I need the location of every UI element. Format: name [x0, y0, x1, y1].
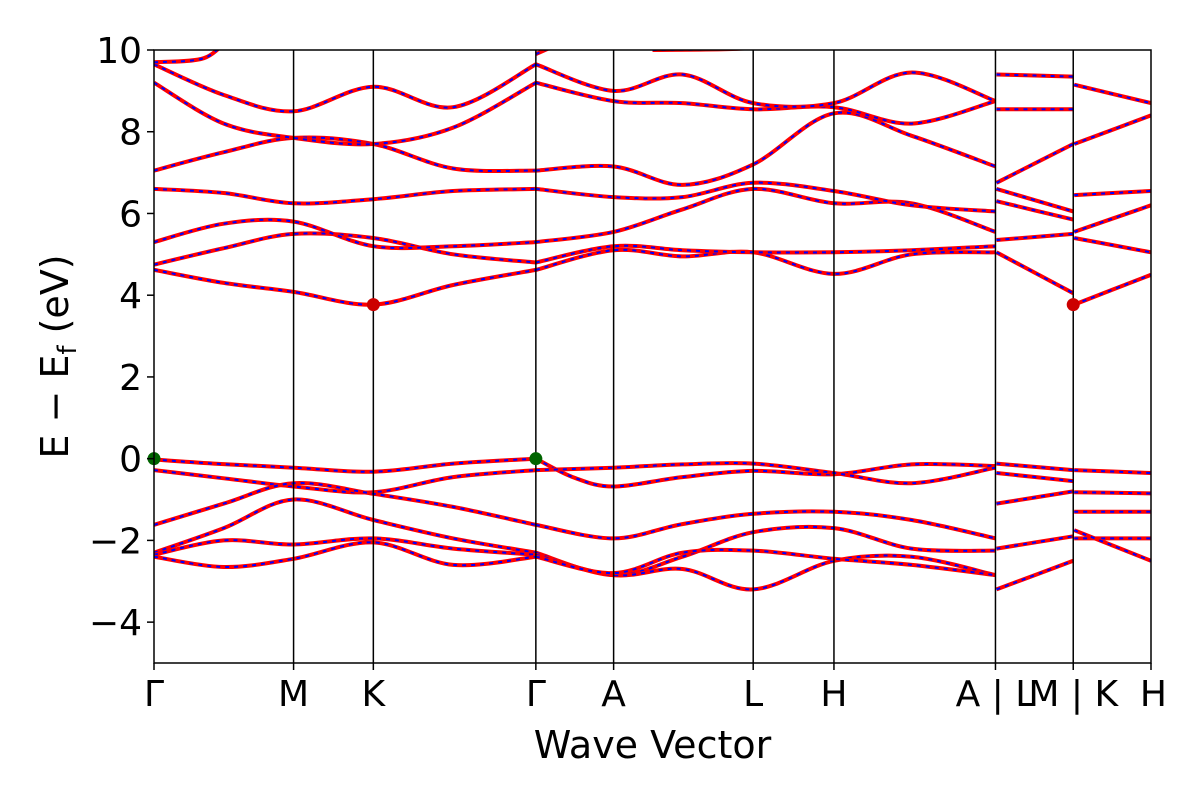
band-line-dashed-7-2 [996, 232, 1074, 241]
cbm-point-1 [1066, 298, 1080, 312]
band-line-13-2 [652, 50, 754, 52]
x-tick-label-6: H [820, 674, 847, 715]
band-line-5-1 [535, 547, 996, 578]
band-line-dashed-8-0 [154, 218, 536, 250]
band-line-dashed-13-0 [154, 50, 219, 64]
band-line-dashed-12-2 [996, 73, 1074, 78]
band-line-dashed-8-3 [1073, 204, 1151, 233]
band-line-dashed-1-0 [154, 469, 536, 494]
band-line-10-2 [995, 142, 1075, 185]
x-ticks: Γ M K Γ A L H A | LM | K H [144, 663, 1167, 715]
band-line-dashed-4-0 [154, 537, 536, 556]
band-line-dashed-1-3 [1074, 491, 1151, 495]
band-line-12-0 [154, 62, 537, 114]
band-line-5-0 [154, 540, 537, 570]
y-axis-label-main: E − E [33, 355, 77, 459]
band-line-0-1 [534, 456, 996, 489]
band-line-dashed-2-1 [535, 510, 996, 540]
band-line-dashed-0-3 [1074, 469, 1151, 474]
y-tick-label-0: −4 [89, 603, 142, 644]
band-line-dashed-3-0 [154, 498, 537, 554]
band-line-4-3 [1073, 528, 1151, 563]
band-line-dashed-7-0 [154, 232, 537, 266]
plot-frame [153, 49, 1152, 664]
band-line-dashed-4-1 [535, 553, 996, 591]
band-line-dashed-11-1 [535, 81, 996, 125]
x-axis-label: Wave Vector [534, 723, 772, 767]
x-tick-label-8: M | K [1028, 674, 1119, 715]
band-line-dashed-12-0 [154, 63, 537, 113]
y-axis-label-unit: (eV) [33, 254, 77, 345]
band-line-6-0 [154, 267, 537, 307]
y-tick-label-2: 0 [119, 440, 142, 481]
y-tick-label-6: 8 [119, 113, 142, 154]
y-axis-label-sub: f [53, 345, 83, 355]
band-line-dashed-13-3 [932, 46, 996, 48]
band-line-dashed-5-1 [535, 548, 996, 577]
band-line-dashed-1-2 [996, 472, 1074, 483]
band-line-dashed-0-0 [154, 457, 536, 473]
band-line-13-1 [535, 50, 551, 56]
band-line-dashed-9-0 [154, 187, 536, 205]
band-line-dashed-0-2 [996, 462, 1074, 472]
band-line-10-3 [1073, 113, 1151, 146]
x-tick-label-4: A [601, 674, 626, 715]
cbm-point-0 [366, 298, 380, 312]
band-line-dashed-9-2 [996, 187, 1074, 213]
y-ticks: −4 −2 0 2 4 6 8 10 [89, 31, 154, 644]
bands-layer [154, 46, 1151, 592]
y-axis-label: E − Ef (eV) [33, 254, 83, 458]
x-tick-label-2: K [362, 674, 387, 715]
x-tick-label-1: M [278, 674, 309, 715]
band-line-0-0 [154, 456, 537, 474]
x-tick-label-5: L [743, 674, 763, 715]
band-edge-markers [147, 298, 1080, 466]
band-line-dashed-5-0 [154, 541, 537, 569]
x-tick-label-3: Γ [526, 674, 546, 715]
band-line-2-0 [154, 481, 537, 527]
band-line-2-1 [535, 509, 996, 541]
band-line-dashed-2-0 [154, 482, 537, 526]
band-line-dashed-10-0 [154, 136, 536, 173]
vbm-point-1 [529, 452, 543, 466]
band-line-dashed-8-2 [996, 200, 1074, 221]
x-tick-label-7: A | L [956, 674, 1036, 715]
y-tick-label-3: 2 [119, 358, 142, 399]
band-line-13-3 [932, 46, 996, 48]
band-line-dashed-12-3 [1073, 83, 1151, 105]
band-line-dashed-11-0 [154, 81, 537, 146]
x-tick-label-0: Γ [144, 674, 164, 715]
band-line-dashed-7-3 [1074, 237, 1151, 254]
band-line-dashed-10-1 [535, 111, 996, 186]
y-tick-label-1: −2 [89, 521, 142, 562]
band-line-dashed-13-2 [652, 50, 733, 51]
y-tick-label-7: 10 [96, 31, 142, 72]
x-tick-label-9: H [1140, 674, 1167, 715]
y-tick-label-4: 4 [119, 276, 142, 317]
band-line-dashed-6-0 [154, 268, 537, 306]
band-line-dashed-13-1 [535, 50, 548, 56]
kpoint-lines [292, 50, 1074, 663]
band-line-9-1 [535, 180, 996, 214]
band-line-dashed-2-2 [996, 490, 1074, 505]
y-tick-label-5: 6 [119, 194, 142, 235]
band-line-4-2 [995, 558, 1074, 592]
band-line-dashed-9-3 [1074, 190, 1151, 197]
band-line-dashed-6-2 [996, 251, 1074, 295]
band-line-dashed-3-2 [996, 535, 1074, 550]
